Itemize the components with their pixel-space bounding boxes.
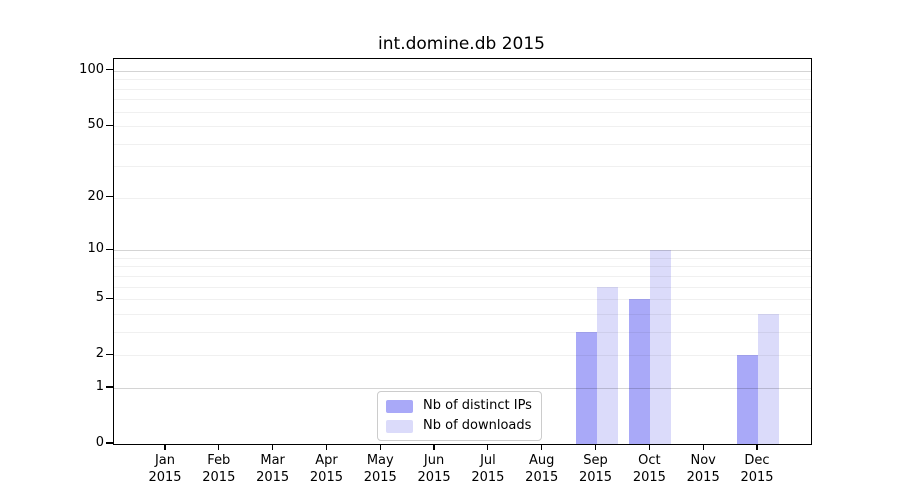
y-tick-mark	[106, 353, 113, 355]
bar-dec-s1	[758, 313, 779, 444]
bar-oct-s0	[629, 299, 651, 444]
y-tick-label: 0	[95, 435, 104, 450]
y-tick-mark	[106, 297, 113, 299]
x-tick-label-apr: Apr 2015	[309, 453, 343, 485]
major-gridline	[114, 70, 811, 72]
minor-gridline	[114, 313, 811, 315]
x-tick-label-dec: Dec 2015	[740, 453, 774, 485]
x-tick-label-may: May 2015	[363, 453, 397, 485]
minor-gridline	[114, 331, 811, 333]
y-tick-mark	[106, 442, 113, 444]
y-tick-label: 100	[79, 61, 104, 77]
minor-gridline	[114, 197, 811, 199]
x-tick-label-oct: Oct 2015	[632, 453, 666, 485]
x-tick-mark	[379, 444, 381, 450]
minor-gridline	[114, 143, 811, 145]
legend: Nb of distinct IPs Nb of downloads	[377, 391, 542, 441]
major-gridline	[114, 250, 811, 252]
minor-gridline	[114, 126, 811, 128]
x-tick-mark	[218, 444, 220, 450]
minor-gridline	[114, 111, 811, 113]
y-tick-mark	[106, 124, 113, 126]
y-tick-label: 50	[87, 117, 104, 133]
minor-gridline	[114, 299, 811, 301]
x-tick-mark	[272, 444, 274, 450]
minor-gridline	[114, 355, 811, 357]
y-tick-label: 20	[87, 188, 104, 204]
bar-dec-s0	[737, 355, 758, 444]
x-tick-label-aug: Aug 2015	[525, 453, 559, 485]
x-tick-label-feb: Feb 2015	[202, 453, 236, 485]
x-tick-mark	[164, 444, 166, 450]
minor-gridline	[114, 99, 811, 101]
legend-swatch-distinct-ips	[386, 399, 413, 413]
major-gridline	[114, 387, 811, 389]
chart-title: int.domine.db 2015	[378, 34, 545, 54]
y-tick-label: 2	[95, 346, 104, 362]
minor-gridline	[114, 257, 811, 259]
y-tick-mark	[106, 386, 113, 388]
minor-gridline	[114, 266, 811, 268]
minor-gridline	[114, 166, 811, 168]
y-tick-mark	[106, 196, 113, 198]
x-tick-label-nov: Nov 2015	[686, 453, 720, 485]
legend-item-distinct-ips: Nb of distinct IPs	[386, 397, 532, 415]
bar-sep-s1	[596, 286, 618, 444]
x-tick-mark	[702, 444, 704, 450]
x-tick-label-jul: Jul 2015	[471, 453, 505, 485]
x-tick-label-mar: Mar 2015	[256, 453, 290, 485]
x-tick-mark	[433, 444, 435, 450]
x-tick-mark	[541, 444, 543, 450]
x-tick-mark	[594, 444, 597, 450]
legend-item-downloads: Nb of downloads	[386, 417, 532, 435]
y-tick-label: 5	[95, 290, 104, 306]
legend-label-downloads: Nb of downloads	[423, 418, 532, 433]
x-tick-label-jun: Jun 2015	[417, 453, 451, 485]
legend-label-distinct-ips: Nb of distinct IPs	[423, 398, 532, 413]
x-tick-mark	[487, 444, 489, 450]
minor-gridline	[114, 275, 811, 277]
x-tick-mark	[756, 444, 758, 450]
x-tick-label-jan: Jan 2015	[148, 453, 182, 485]
x-tick-mark	[648, 444, 650, 450]
y-tick-mark	[106, 248, 113, 250]
minor-gridline	[114, 286, 811, 288]
x-tick-label-sep: Sep 2015	[578, 453, 613, 485]
minor-gridline	[114, 79, 811, 81]
legend-swatch-downloads	[386, 419, 413, 433]
minor-gridline	[114, 88, 811, 90]
plot-area	[113, 58, 812, 445]
y-tick-mark	[106, 69, 113, 71]
bar-oct-s1	[650, 250, 672, 444]
y-tick-label: 10	[87, 241, 104, 257]
x-tick-mark	[325, 444, 328, 450]
y-tick-label: 1	[95, 378, 104, 394]
bar-sep-s0	[575, 331, 597, 444]
